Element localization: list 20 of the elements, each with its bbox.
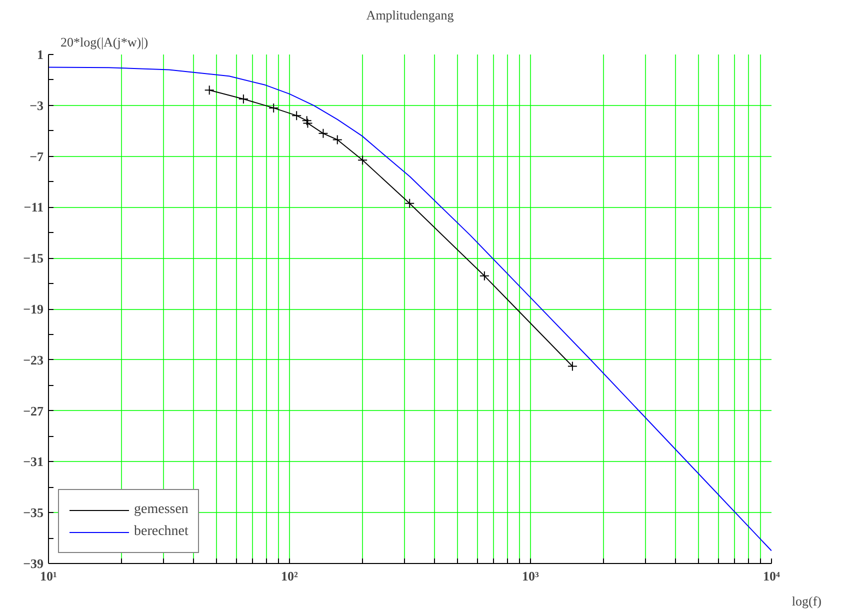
y-tick-label: −39 [23,556,44,571]
y-tick-label: −27 [23,403,44,418]
x-tick-label: 10⁴ [763,568,780,584]
y-tick-label: −35 [23,505,44,520]
y-tick-label: −11 [24,200,44,215]
y-tick-label: −15 [23,250,44,266]
x-axis-title: log(f) [792,594,822,608]
x-tick-label: 10² [281,568,298,584]
y-tick-label: −23 [23,352,44,368]
y-tick-label: −3 [30,98,44,113]
y-tick-label: −19 [23,302,44,316]
y-tick-label: 1 [37,47,44,62]
legend-label: berechnet [134,524,188,540]
x-tick-label: 10³ [522,568,540,584]
chart-title: Amplitudengang [366,8,454,22]
y-tick-label: −31 [23,454,44,470]
legend-label: gemessen [134,502,188,518]
y-axis-title: 20*log(|A(j*w)|) [60,34,148,50]
y-tick-label: −7 [30,148,44,164]
x-tick-label: 10¹ [40,568,58,584]
